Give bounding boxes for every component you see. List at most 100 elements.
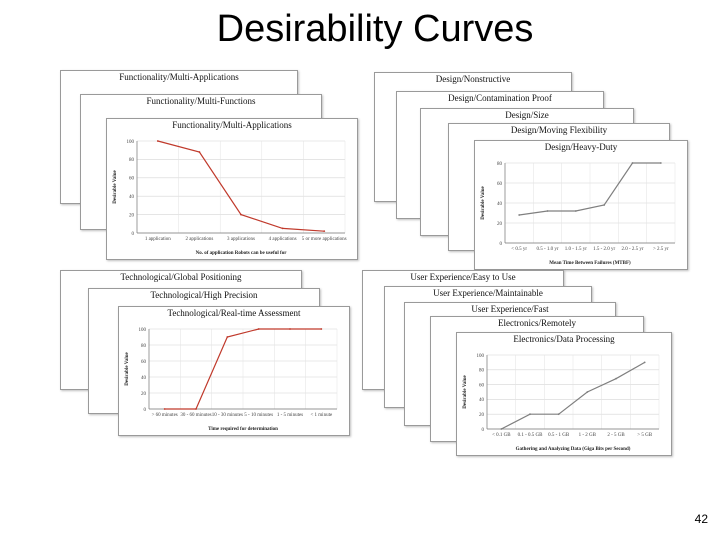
y-tick-label: 60 [479, 383, 485, 388]
y-tick-label: 60 [497, 182, 503, 187]
data-point [156, 140, 159, 142]
y-tick-label: 0 [500, 242, 503, 247]
y-tick-label: 0 [132, 232, 135, 237]
data-point [226, 336, 229, 338]
y-tick-label: 20 [129, 213, 135, 218]
data-point [289, 328, 291, 330]
x-tick-label: 2 - 5 GB [607, 433, 625, 438]
data-point [574, 210, 577, 212]
series-line [164, 328, 322, 410]
data-point [546, 210, 549, 212]
x-tick-label: < 1 minute [310, 413, 332, 418]
data-point [323, 230, 326, 233]
chart-card-functionality-front: Functionality/Multi-Applications 0 20 40 60… [106, 118, 358, 260]
y-tick-label: 40 [141, 376, 147, 381]
x-tick-label: < 0.5 yr [511, 247, 527, 252]
x-tick-label: 1.5 - 2.0 yr [593, 247, 615, 252]
x-tick-label: 2 applications [185, 237, 213, 242]
x-tick-label: > 2.5 yr [653, 247, 669, 252]
data-point [500, 428, 503, 430]
chart-card-title: Electronics/Remotely [498, 318, 576, 328]
x-tick-label: 2.0 - 2.5 yr [621, 247, 643, 252]
front-chart-1: 0 20 40 60 80 < 0.5 yr 0.5 - 1.0 yr 1.0 - 1.5 y… [481, 162, 676, 266]
data-point [195, 408, 197, 410]
x-tick-label: > 5 GB [637, 433, 652, 438]
chart-card-title: Functionality/Multi-Functions [146, 96, 256, 106]
y-tick-label: 40 [479, 398, 485, 403]
series-line [519, 162, 661, 216]
chart-card-title: Design/Nonstructive [435, 74, 511, 84]
front-chart-0: 0 20 40 60 80 100 1 application 2 applications 3… [113, 140, 347, 256]
x-axis-label: Mean Time Between Failures (MTBF) [549, 261, 631, 266]
series-line [157, 140, 325, 232]
chart-card-title: User Experience/Easy to Use [410, 272, 516, 282]
y-tick-label: 80 [479, 369, 485, 374]
y-tick-label: 40 [497, 202, 503, 207]
y-tick-label: 80 [141, 344, 147, 349]
chart-card-title: Technological/Global Positioning [120, 272, 242, 282]
x-tick-label: 10 - 30 minutes [212, 413, 243, 418]
chart-card-title: Design/Moving Flexibility [510, 125, 608, 135]
page-number: 42 [694, 512, 708, 526]
x-tick-label: 30 - 60 minutes [180, 413, 211, 418]
x-tick-label: 0.5 - 1.0 yr [536, 247, 558, 252]
y-axis-label: Desirable Value [125, 351, 130, 385]
chart-card-title: Technological/Real-time Assessment [167, 308, 301, 318]
x-tick-label: 1 - 5 minutes [277, 413, 303, 418]
x-tick-label: 1 - 2 GB [579, 433, 597, 438]
x-tick-label: 5 - 10 minutes [244, 413, 273, 418]
y-tick-label: 100 [127, 140, 135, 145]
y-tick-label: 80 [129, 158, 135, 163]
chart-card-title: Functionality/Multi-Applications [119, 72, 239, 82]
data-point [586, 391, 589, 393]
data-point [320, 328, 323, 330]
chart-card-title: Technological/High Precision [150, 290, 258, 300]
data-point [659, 162, 662, 164]
data-point [643, 361, 646, 364]
chart-card-title: Functionality/Multi-Applications [172, 120, 292, 130]
chart-card-electronics-front: Electronics/Data Processing 0 20 40 60 80 100… [456, 332, 672, 456]
y-tick-label: 60 [129, 177, 135, 182]
data-point [603, 204, 606, 206]
data-point [518, 214, 521, 216]
y-tick-label: 20 [141, 392, 147, 397]
chart-card-title: User Experience/Fast [471, 304, 549, 314]
y-tick-label: 20 [479, 413, 485, 418]
chart-card-title: Design/Contamination Proof [448, 93, 552, 103]
x-tick-label: 1 application [145, 237, 171, 242]
data-point [631, 162, 634, 164]
chart-card-title: Electronics/Data Processing [513, 334, 615, 344]
x-tick-label: 0.5 - 1 GB [548, 433, 570, 438]
x-tick-label: 5 or more applications [302, 237, 347, 242]
y-tick-label: 0 [144, 408, 147, 413]
series-line [501, 361, 645, 430]
y-tick-label: 100 [139, 328, 147, 333]
x-tick-label: 1.0 - 1.5 yr [565, 247, 587, 252]
data-point [615, 377, 617, 380]
data-point [198, 151, 201, 153]
chart-card-title: Design/Heavy-Duty [544, 142, 618, 152]
data-point [281, 227, 284, 230]
data-point [557, 413, 560, 416]
y-axis-label: Desirable Value [113, 169, 118, 203]
x-tick-label: 3 applications [227, 237, 255, 242]
data-point [163, 408, 166, 410]
x-tick-label: > 60 minutes [152, 413, 178, 418]
x-tick-label: 4 applications [269, 237, 297, 242]
chart-card-title: Design/Size [505, 110, 549, 120]
y-tick-label: 20 [497, 222, 503, 227]
x-axis-label: Time required for determination [208, 427, 278, 432]
y-tick-label: 100 [477, 354, 485, 359]
y-tick-label: 80 [497, 162, 503, 167]
data-point [240, 213, 242, 216]
chart-card-design-front: Design/Heavy-Duty 0 20 40 60 80 < 0.5 yr 0.5 -… [474, 140, 688, 270]
x-axis-label: No. of application Robots can be useful … [196, 251, 288, 256]
chart-card-title: User Experience/Maintainable [433, 288, 543, 298]
y-tick-label: 40 [129, 195, 135, 200]
x-tick-label: < 0.1 GB [492, 433, 511, 438]
chart-card-tech-front: Technological/Real-time Assessment 0 20 40… [118, 306, 350, 436]
y-axis-label: Desirable Value [481, 185, 486, 219]
y-axis-label: Desirable Value [463, 374, 468, 408]
front-chart-3: 0 20 40 60 80 100 < 0.1 GB 0.1 - 0.5 GB 0.5 - 1 … [463, 354, 660, 452]
